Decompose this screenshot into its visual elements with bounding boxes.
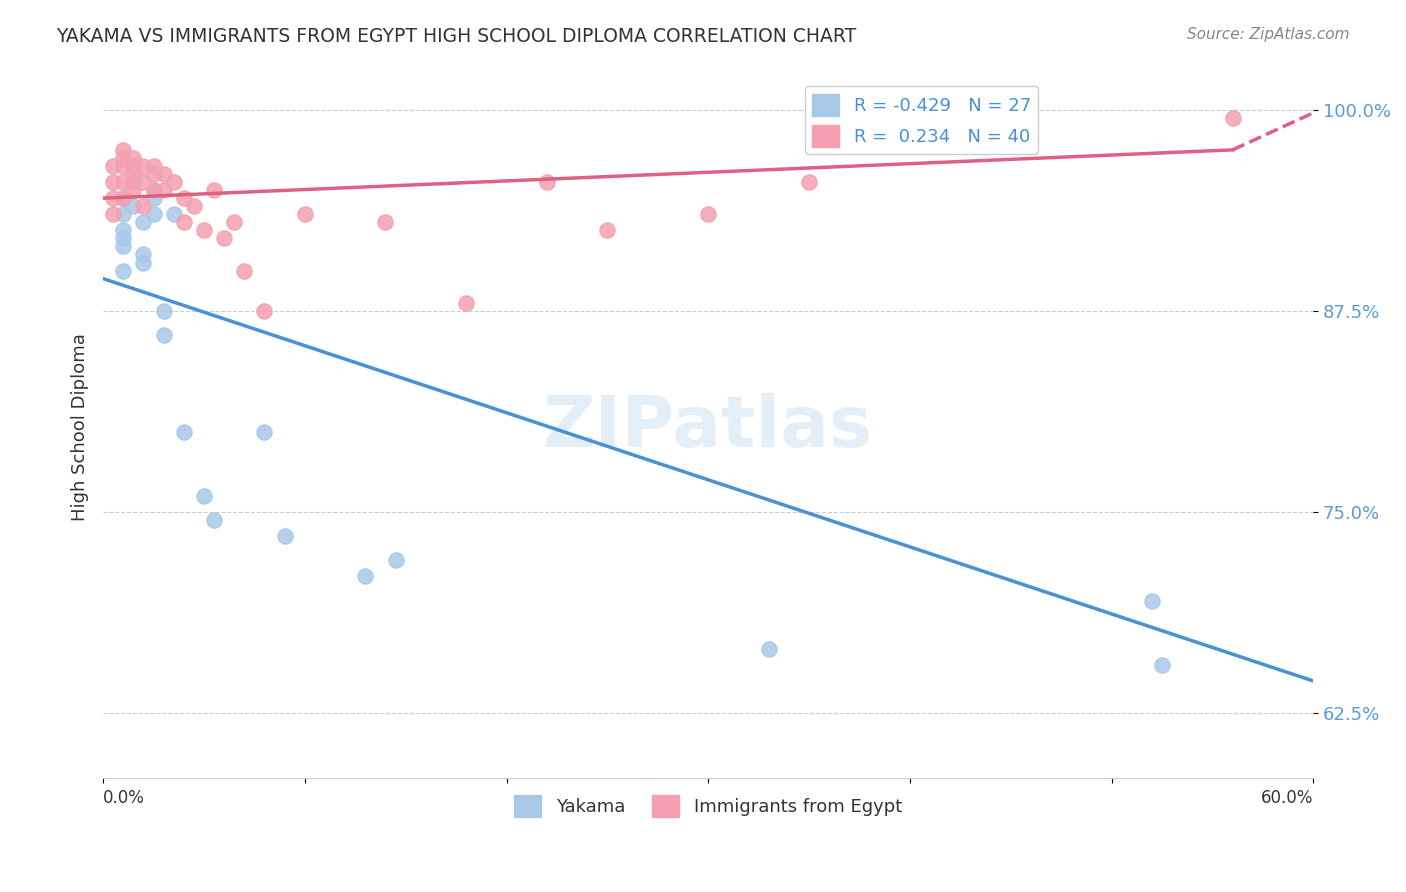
Point [112,191,135,205]
Point [142,159,165,173]
Point [112,175,135,189]
Point [142,191,165,205]
Point [112,207,135,221]
Point [193,489,215,503]
Text: ZIPatlas: ZIPatlas [543,393,873,462]
Point [132,199,155,213]
Point [132,159,155,173]
Point [173,191,195,205]
Point [354,569,377,583]
Y-axis label: High School Diploma: High School Diploma [72,334,89,522]
Point [374,215,396,229]
Point [103,207,125,221]
Point [152,167,174,181]
Point [122,175,145,189]
Point [122,159,145,173]
Point [202,183,225,197]
Point [112,151,135,165]
Point [103,159,125,173]
Point [112,231,135,245]
Point [132,175,155,189]
Point [122,199,145,213]
Point [103,175,125,189]
Point [163,175,186,189]
Point [152,303,174,318]
Point [112,223,135,237]
Point [1222,111,1244,125]
Point [122,167,145,181]
Text: YAKAMA VS IMMIGRANTS FROM EGYPT HIGH SCHOOL DIPLOMA CORRELATION CHART: YAKAMA VS IMMIGRANTS FROM EGYPT HIGH SCH… [56,27,856,45]
Point [233,263,256,277]
Point [273,529,295,543]
Text: Source: ZipAtlas.com: Source: ZipAtlas.com [1187,27,1350,42]
Point [183,199,205,213]
Point [173,425,195,439]
Text: 0.0%: 0.0% [103,789,145,807]
Point [1150,657,1173,672]
Point [112,239,135,253]
Point [163,207,186,221]
Point [1140,593,1163,607]
Point [173,215,195,229]
Point [132,215,155,229]
Point [797,175,820,189]
Point [384,553,406,567]
Point [132,255,155,269]
Point [132,247,155,261]
Point [697,207,720,221]
Point [142,207,165,221]
Point [536,175,558,189]
Point [212,231,235,245]
Point [122,175,145,189]
Text: 60.0%: 60.0% [1261,789,1313,807]
Point [142,183,165,197]
Point [193,223,215,237]
Point [112,159,135,173]
Point [103,191,125,205]
Point [294,207,316,221]
Point [142,183,165,197]
Point [112,191,135,205]
Point [253,425,276,439]
Point [596,223,619,237]
Point [112,143,135,157]
Point [122,151,145,165]
Point [202,513,225,527]
Point [758,641,780,656]
Point [253,303,276,318]
Legend: Yakama, Immigrants from Egypt: Yakama, Immigrants from Egypt [508,788,910,824]
Point [112,263,135,277]
Point [122,183,145,197]
Point [152,183,174,197]
Point [224,215,246,229]
Point [456,295,478,310]
Point [152,328,174,343]
Point [142,167,165,181]
